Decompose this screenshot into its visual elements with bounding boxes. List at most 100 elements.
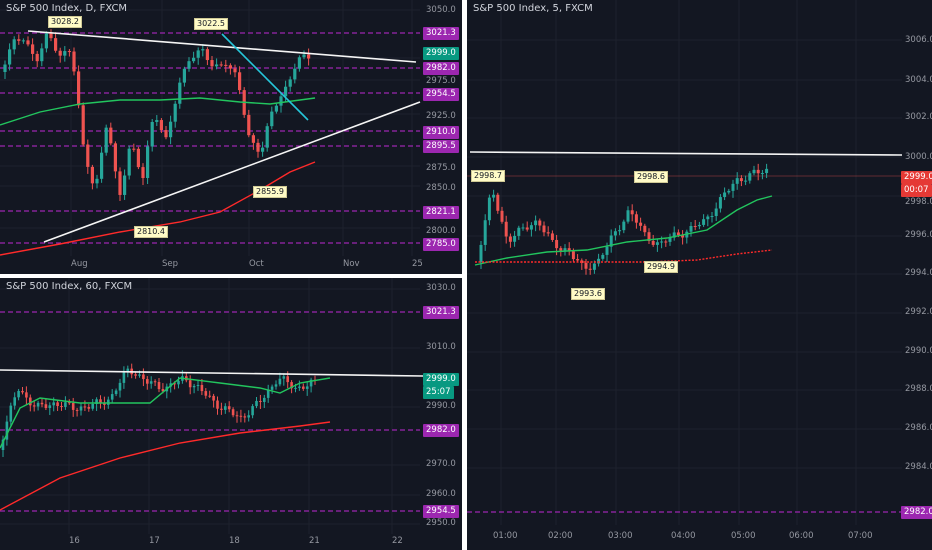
- candle-body: [538, 220, 542, 226]
- candle-body: [127, 148, 131, 176]
- candle-body: [17, 39, 21, 41]
- trendline-icon[interactable]: [43, 101, 421, 243]
- level-tag[interactable]: 2982.0: [901, 506, 932, 519]
- candle-body: [643, 225, 647, 233]
- candle-body: [64, 402, 67, 407]
- candle-body: [756, 169, 760, 174]
- candle-body: [178, 82, 182, 104]
- level-tag[interactable]: 2954.5: [423, 88, 459, 101]
- candle-body: [95, 178, 99, 184]
- candle-body: [215, 64, 219, 67]
- y-tick-label: 2950.0: [426, 518, 456, 528]
- chart-title: S&P 500 Index, D, FXCM: [6, 3, 128, 14]
- candle-body: [500, 210, 504, 222]
- candle-body: [305, 386, 309, 389]
- candle-body: [263, 397, 266, 402]
- candle-body: [714, 208, 718, 217]
- candle-body: [40, 48, 44, 62]
- candle-body: [72, 51, 76, 72]
- candle-body: [293, 68, 297, 80]
- candle-body: [265, 126, 269, 148]
- candle-body: [177, 380, 180, 385]
- candle-body: [760, 173, 764, 175]
- candle-body: [161, 389, 165, 392]
- candle-body: [200, 385, 204, 392]
- candle-body: [49, 33, 53, 39]
- x-tick-label: 17: [149, 536, 160, 546]
- candle-body: [32, 405, 36, 407]
- candle-body: [54, 38, 58, 51]
- level-tag[interactable]: 3021.3: [423, 27, 459, 40]
- daily-chart-canvas[interactable]: [0, 0, 462, 274]
- candle-body: [12, 39, 16, 50]
- candle-body: [288, 79, 292, 87]
- candle-body: [255, 400, 258, 407]
- level-tag[interactable]: 2982.0: [423, 424, 459, 437]
- candle-body: [87, 407, 91, 409]
- candle-body: [279, 96, 283, 106]
- candle-body: [173, 103, 177, 122]
- candle-body: [123, 175, 127, 195]
- candle-body: [744, 180, 748, 182]
- candle-body: [58, 50, 62, 56]
- x-tick-label: 04:00: [671, 531, 696, 541]
- candle-body: [79, 406, 83, 411]
- candle-body: [274, 105, 278, 112]
- candle-body: [201, 49, 205, 51]
- candle-body: [542, 225, 546, 233]
- hourly-chart-canvas[interactable]: [0, 278, 462, 550]
- candle-body: [765, 168, 769, 174]
- chart-title: S&P 500 Index, 60, FXCM: [6, 281, 133, 292]
- candle-body: [588, 268, 592, 270]
- candle-body: [487, 197, 491, 221]
- trendline-icon[interactable]: [469, 151, 903, 156]
- candle-body: [126, 368, 130, 373]
- hourly-chart-panel[interactable]: S&P 500 Index, 60, FXCM 3030.0 3010.0 29…: [0, 278, 462, 550]
- level-tag[interactable]: 2910.0: [423, 126, 459, 139]
- candle-body: [91, 403, 94, 409]
- candle-body: [17, 390, 20, 398]
- y-tick-label: 2800.0: [426, 226, 456, 236]
- horizontal-level-icon: [0, 32, 420, 244]
- candle-body: [550, 233, 554, 240]
- candle-body: [52, 402, 55, 406]
- candle-body: [75, 409, 79, 411]
- level-tag[interactable]: 2954.5: [423, 505, 459, 518]
- level-tag[interactable]: 2785.0: [423, 238, 459, 251]
- x-tick-label: 02:00: [548, 531, 573, 541]
- y-tick-label: 2994.0: [905, 268, 932, 278]
- candle-body: [639, 222, 643, 226]
- daily-chart-panel[interactable]: S&P 500 Index, D, FXCM 3050.0 2975.0 292…: [0, 0, 462, 274]
- candle-body: [302, 386, 305, 389]
- trendline-icon[interactable]: [27, 30, 417, 63]
- candle-body: [187, 61, 191, 69]
- candle-body: [534, 220, 538, 226]
- candle-body: [21, 390, 24, 393]
- level-tag[interactable]: 2821.1: [423, 206, 459, 219]
- five-minute-chart-canvas[interactable]: [467, 0, 932, 550]
- ema-fast-line: [0, 97, 316, 126]
- candle-body: [739, 178, 743, 182]
- level-tag[interactable]: 2895.5: [423, 140, 459, 153]
- y-tick-label: 2960.0: [426, 489, 456, 499]
- candle-body: [110, 394, 114, 400]
- level-tag[interactable]: 2982.0: [423, 62, 459, 75]
- candle-body: [8, 49, 12, 65]
- candle-body: [77, 71, 81, 106]
- candle-body: [169, 121, 173, 138]
- trendline-icon[interactable]: [0, 369, 424, 377]
- level-tag[interactable]: 3021.3: [423, 306, 459, 319]
- five-minute-chart-panel[interactable]: S&P 500 Index, 5, FXCM 3006.0 3004.0 300…: [467, 0, 932, 550]
- candle-body: [563, 248, 567, 251]
- candle-body: [153, 381, 157, 383]
- candle-body: [95, 399, 98, 404]
- x-tick-label: Aug: [71, 259, 88, 269]
- candle-body: [492, 194, 496, 198]
- y-tick-label: 2984.0: [905, 462, 932, 472]
- x-tick-label: 05:00: [731, 531, 756, 541]
- candle-body: [309, 379, 313, 387]
- candle-body: [592, 263, 596, 270]
- candle-body: [710, 216, 714, 218]
- trendline-icon[interactable]: [221, 33, 309, 121]
- candle-body: [13, 397, 16, 406]
